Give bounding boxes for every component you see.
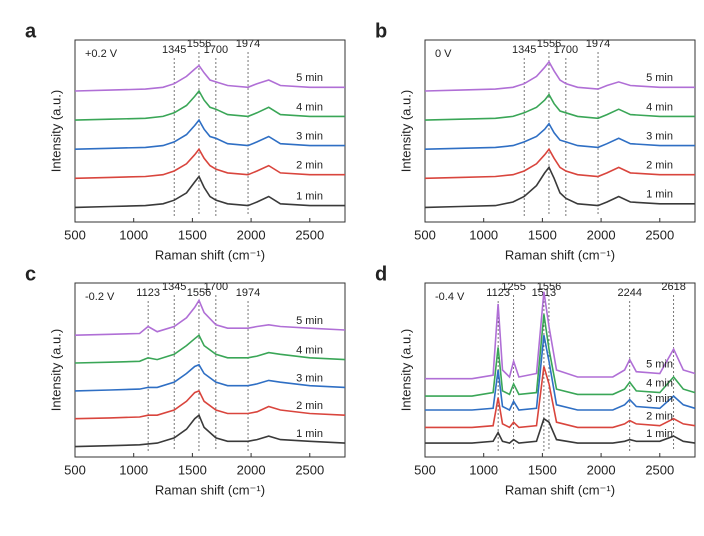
panel-label: c xyxy=(25,263,36,285)
series-label: 4 min xyxy=(296,344,323,356)
panel-label: d xyxy=(375,263,387,285)
spectrum xyxy=(74,174,345,209)
spectrum xyxy=(424,93,695,121)
peak-label: 1974 xyxy=(236,287,260,299)
x-tick-label: 500 xyxy=(64,227,86,242)
peak-label: 2244 xyxy=(617,287,641,299)
peak-label: 1556 xyxy=(187,38,211,50)
peak-label: 1123 xyxy=(486,287,510,299)
peak-label: 1700 xyxy=(204,44,228,56)
peak-label: 1123 xyxy=(136,287,160,299)
x-tick-label: 1500 xyxy=(178,227,207,242)
peak-label: 1556 xyxy=(187,287,211,299)
spectrum xyxy=(424,147,695,180)
spectrum xyxy=(425,335,696,412)
spectrum xyxy=(425,417,696,444)
x-axis-label: Raman shift (cm⁻¹) xyxy=(505,482,615,497)
spectrum xyxy=(424,122,695,150)
x-tick-label: 1500 xyxy=(528,462,557,477)
x-tick-label: 2500 xyxy=(295,462,324,477)
panel-label: a xyxy=(25,20,37,42)
x-tick-label: 2500 xyxy=(645,462,674,477)
y-axis-label: Intensity (a.u.) xyxy=(48,90,63,172)
x-tick-label: 1500 xyxy=(528,227,557,242)
spectrum xyxy=(74,118,345,150)
potential-label: -0.2 V xyxy=(85,291,115,303)
series-label: 1 min xyxy=(646,189,673,201)
series-label: 4 min xyxy=(646,101,673,113)
series-label: 3 min xyxy=(296,372,323,384)
series-label: 1 min xyxy=(646,428,673,440)
x-tick-label: 1000 xyxy=(469,227,498,242)
x-tick-label: 1000 xyxy=(469,462,498,477)
panel-label: b xyxy=(375,20,387,42)
peak-label: 1974 xyxy=(586,38,610,50)
peak-label: 1700 xyxy=(554,44,578,56)
x-axis-label: Raman shift (cm⁻¹) xyxy=(155,482,265,497)
peak-label: 1255 xyxy=(501,281,525,293)
spectrum xyxy=(425,366,696,429)
potential-label: +0.2 V xyxy=(85,48,118,60)
series-label: 2 min xyxy=(296,160,323,172)
peak-label: 2618 xyxy=(661,281,685,293)
x-tick-label: 2000 xyxy=(587,462,616,477)
spectrum xyxy=(74,333,346,364)
spectrum xyxy=(74,389,346,420)
potential-label: -0.4 V xyxy=(435,291,465,303)
x-tick-label: 1000 xyxy=(119,227,148,242)
peak-label: 1700 xyxy=(204,281,228,293)
y-axis-label: Intensity (a.u.) xyxy=(48,329,63,411)
series-label: 3 min xyxy=(296,130,323,142)
series-label: 3 min xyxy=(646,130,673,142)
plot-frame xyxy=(74,282,346,458)
spectrum xyxy=(425,291,696,380)
series-label: 1 min xyxy=(296,428,323,440)
spectrum xyxy=(74,363,346,392)
series-label: 2 min xyxy=(296,400,323,412)
peak-label: 1556 xyxy=(537,281,561,293)
spectrum xyxy=(424,60,695,92)
peak-label: 1345 xyxy=(512,44,536,56)
x-tick-label: 1000 xyxy=(119,462,148,477)
series-label: 5 min xyxy=(646,72,673,84)
series-label: 5 min xyxy=(296,315,323,327)
series-label: 2 min xyxy=(646,411,673,423)
plot-frame xyxy=(424,282,696,458)
series-label: 1 min xyxy=(296,191,323,203)
peak-label: 1556 xyxy=(537,38,561,50)
x-tick-label: 2000 xyxy=(587,227,616,242)
x-tick-label: 1500 xyxy=(178,462,207,477)
series-label: 2 min xyxy=(646,160,673,172)
series-label: 4 min xyxy=(646,378,673,390)
spectrum xyxy=(74,413,346,448)
x-tick-label: 500 xyxy=(414,227,436,242)
spectrum xyxy=(74,64,345,92)
x-axis-label: Raman shift (cm⁻¹) xyxy=(155,247,265,262)
spectrum xyxy=(425,314,696,397)
series-label: 4 min xyxy=(296,101,323,113)
x-tick-label: 2500 xyxy=(645,227,674,242)
potential-label: 0 V xyxy=(435,48,452,60)
series-label: 5 min xyxy=(296,72,323,84)
peak-label: 1345 xyxy=(162,44,186,56)
series-label: 3 min xyxy=(646,393,673,405)
x-tick-label: 2500 xyxy=(295,227,324,242)
y-axis-label: Intensity (a.u.) xyxy=(398,329,413,411)
series-label: 5 min xyxy=(646,358,673,370)
x-tick-label: 500 xyxy=(414,462,436,477)
x-tick-label: 500 xyxy=(64,462,86,477)
plot-frame xyxy=(424,39,696,223)
spectrum xyxy=(74,298,346,336)
spectrum xyxy=(74,147,345,180)
plot-frame xyxy=(74,39,346,223)
spectrum xyxy=(424,165,695,209)
peak-label: 1974 xyxy=(236,38,260,50)
spectrum xyxy=(74,89,345,121)
y-axis-label: Intensity (a.u.) xyxy=(398,90,413,172)
x-tick-label: 2000 xyxy=(237,462,266,477)
x-tick-label: 2000 xyxy=(237,227,266,242)
peak-label: 1345 xyxy=(162,281,186,293)
x-axis-label: Raman shift (cm⁻¹) xyxy=(505,247,615,262)
